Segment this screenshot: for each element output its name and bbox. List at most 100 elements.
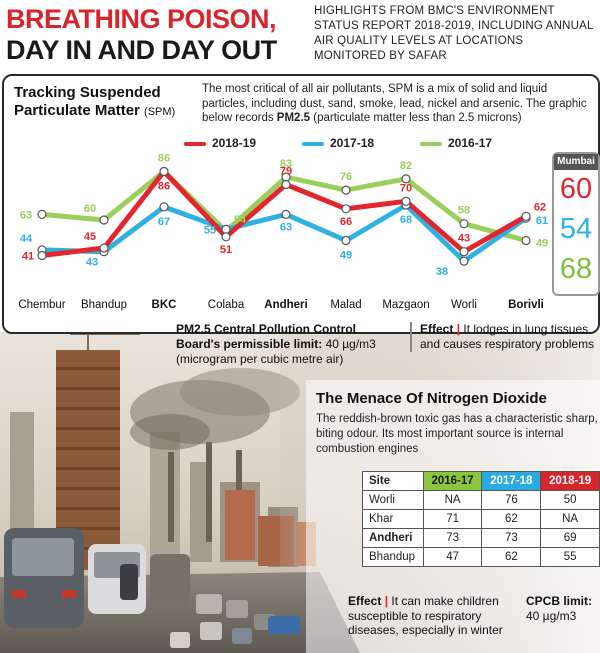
spm-title-line-1: Tracking Suspended: [14, 84, 161, 101]
pm-limit-bold: PM2.5 Central Pollution Control Board's …: [176, 322, 357, 351]
effect-label: Effect: [348, 594, 382, 608]
no2-value: 55: [540, 547, 600, 567]
mumbai-value-2018-19: 60: [559, 173, 593, 205]
data-label-2018-19-Worli: 43: [458, 233, 470, 245]
data-point-2016-17-Malad: [341, 185, 351, 195]
no2-value: 76: [481, 490, 542, 510]
category-label-malad: Malad: [330, 299, 361, 311]
factory-chimneys: [130, 368, 300, 542]
data-point-2017-18-Malad: [341, 235, 351, 246]
data-label-2016-17-Mazgaon: 82: [400, 160, 412, 172]
no2-table: Site 2016-17 2017-18 2018-19 Worli NA 76…: [362, 471, 600, 567]
data-label-2017-18-Mazgaon: 68: [400, 214, 412, 226]
data-label-2017-18-Bhandup: 43: [86, 257, 98, 269]
no2-site: Andheri: [362, 528, 424, 548]
mumbai-value-2017-18: 54: [559, 213, 593, 245]
data-label-2017-18-Borivli: 61: [536, 215, 548, 227]
data-label-2017-18-BKC: 67: [158, 216, 170, 228]
data-label-2018-19-Borivli: 62: [534, 201, 546, 213]
cpcb-limit-note: CPCB limit: 40 µg/m3: [526, 594, 598, 623]
cpcb-value: 40 µg/m3: [526, 608, 577, 623]
data-label-2016-17-BKC: 86: [158, 152, 170, 164]
data-point-2018-19-Malad: [341, 204, 351, 214]
data-label-2018-19-Chembur: 41: [22, 250, 34, 262]
data-point-2018-19-Chembur: [37, 250, 47, 261]
effect-label: Effect: [420, 322, 454, 336]
category-label-bhandup: Bhandup: [81, 299, 127, 311]
headline-line-2: DAY IN AND DAY OUT: [6, 35, 277, 65]
spm-panel: Tracking Suspended Particulate Matter (S…: [2, 74, 600, 334]
data-label-2017-18-Andheri: 63: [280, 221, 292, 233]
no2-header-site: Site: [362, 471, 424, 491]
data-point-2017-18-Andheri: [281, 209, 291, 219]
category-label-mazgaon: Mazgaon: [382, 299, 429, 311]
no2-site: Worli: [362, 490, 424, 510]
data-point-2016-17-Worli: [459, 219, 469, 229]
no2-title: The Menace Of Nitrogen Dioxide: [316, 390, 547, 407]
headline-line-1: BREATHING POISON,: [6, 4, 277, 34]
category-label-worli: Worli: [451, 299, 477, 311]
data-point-2016-17-Chembur: [37, 209, 47, 219]
headline: BREATHING POISON, DAY IN AND DAY OUT: [6, 4, 277, 66]
data-point-2018-19-Andheri: [281, 179, 291, 190]
data-point-2016-17-Borivli: [521, 235, 531, 246]
no2-value: 47: [422, 547, 483, 567]
data-label-2016-17-Malad: 76: [340, 171, 352, 183]
spm-desc-bold: PM2.5: [276, 112, 311, 124]
mumbai-label: Mumbai: [554, 154, 598, 170]
no2-value: 73: [422, 528, 483, 548]
no2-header-2017-18: 2017-18: [481, 471, 542, 491]
spm-description: The most critical of all air pollutants,…: [202, 82, 594, 126]
table-row: Bhandup 47 62 55: [362, 547, 600, 567]
data-label-2017-18-Colaba: 55: [204, 224, 216, 236]
no2-value: 50: [540, 490, 600, 510]
data-point-2018-19-Colaba: [221, 232, 231, 242]
spm-title: Tracking Suspended Particulate Matter (S…: [14, 84, 175, 121]
table-row: Khar 71 62 NA: [362, 509, 600, 529]
legend-label: 2016-17: [448, 136, 493, 150]
no2-site: Bhandup: [362, 547, 424, 567]
data-point-2016-17-Bhandup: [99, 215, 109, 225]
no2-value: 62: [481, 509, 542, 529]
legend-swatch: [184, 141, 206, 146]
spm-desc-part-2: (particulate matter less than 2.5 micron…: [310, 112, 522, 124]
data-label-2017-18-Worli: 38: [436, 266, 448, 278]
category-label-colaba: Colaba: [208, 299, 245, 311]
no2-header-2016-17: 2016-17: [422, 471, 483, 491]
legend-item-2018-19: 2018-19: [184, 136, 256, 150]
data-label-2016-17-Colaba: 54: [234, 214, 247, 226]
data-point-2016-17-Mazgaon: [401, 174, 411, 184]
cpcb-label: CPCB limit:: [526, 594, 592, 608]
no2-value: NA: [422, 490, 483, 510]
no2-value: 73: [481, 528, 542, 548]
no2-table-header-row: Site 2016-17 2017-18 2018-19: [362, 471, 600, 491]
no2-header-2018-19: 2018-19: [540, 471, 600, 491]
legend-item-2017-18: 2017-18: [302, 136, 374, 150]
pm-limit-rest: 40 µg/m3 (microgram per cubic metre air): [176, 337, 376, 366]
data-label-2018-19-Mazgaon: 70: [400, 182, 412, 194]
legend-swatch: [302, 141, 324, 146]
data-label-2016-17-Bhandup: 60: [84, 203, 96, 215]
effect-bar: |: [456, 322, 461, 336]
spm-desc-part-1: The most critical of all air pollutants,…: [202, 83, 587, 124]
spm-effect-note: Effect | It lodges in lung tissues and c…: [410, 322, 600, 352]
data-label-2016-17-Chembur: 63: [20, 209, 32, 221]
data-point-2018-19-Mazgaon: [401, 196, 411, 206]
highlights-text: HIGHLIGHTS FROM BMC'S ENVIRONMENT STATUS…: [314, 5, 594, 62]
data-label-2016-17-Worli: 58: [458, 205, 470, 217]
no2-site: Khar: [362, 509, 424, 529]
category-label-borivli: Borivli: [508, 299, 544, 311]
data-label-2016-17-Borivli: 49: [536, 238, 548, 250]
category-label-andheri: Andheri: [264, 299, 307, 311]
table-row: Andheri 73 73 69: [362, 528, 600, 548]
data-point-2018-19-BKC: [159, 166, 169, 177]
data-point-2018-19-Worli: [459, 247, 469, 257]
header: BREATHING POISON, DAY IN AND DAY OUT HIG…: [0, 0, 600, 72]
mumbai-value-2016-17: 68: [559, 253, 593, 285]
legend-item-2016-17: 2016-17: [420, 136, 492, 150]
no2-value: 62: [481, 547, 542, 567]
traffic-cars: [4, 528, 300, 648]
pm-limit-note: PM2.5 Central Pollution Control Board's …: [176, 322, 398, 367]
no2-description: The reddish-brown toxic gas has a charac…: [316, 413, 598, 455]
no2-value: 71: [422, 509, 483, 529]
